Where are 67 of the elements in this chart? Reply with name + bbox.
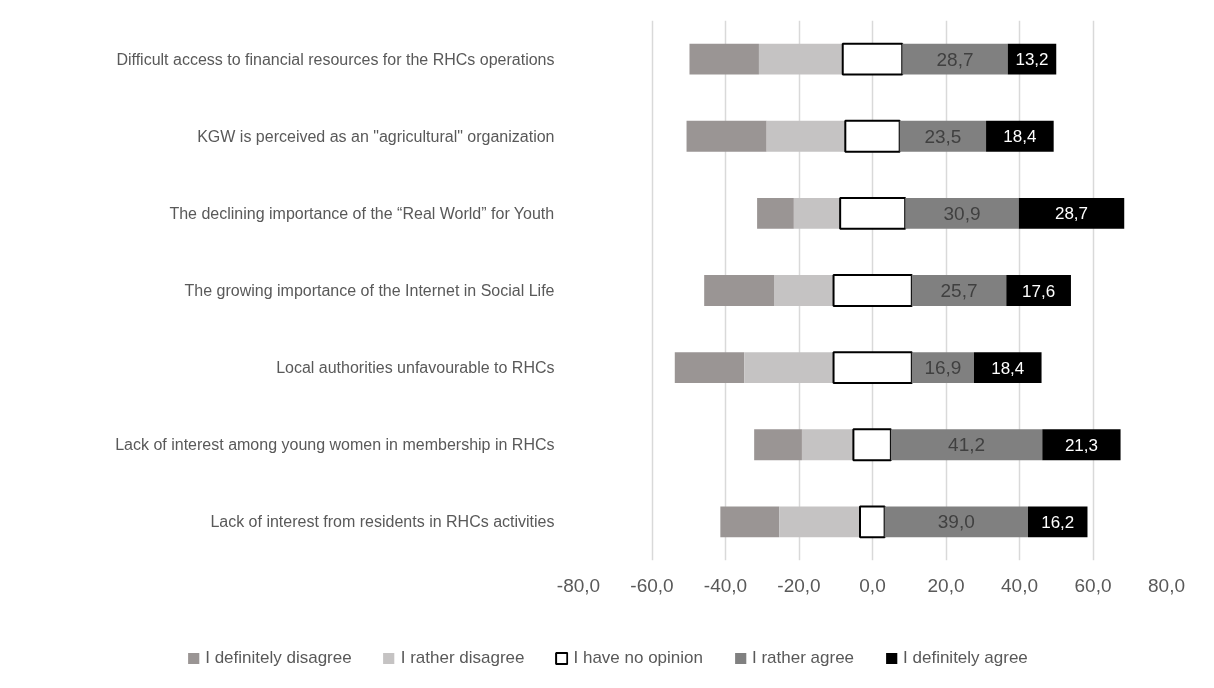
bar bbox=[905, 197, 1019, 229]
bar bbox=[754, 429, 802, 461]
bar bbox=[744, 352, 834, 384]
bar bbox=[839, 196, 907, 230]
data-label: 13,2 bbox=[1015, 50, 1049, 70]
legend-label: I rather disagree bbox=[400, 647, 525, 668]
data-label: 23,5 bbox=[924, 125, 962, 147]
x-tick-label: -20,0 bbox=[777, 574, 821, 596]
data-label: 28,7 bbox=[1054, 204, 1089, 224]
data-label: 16,2 bbox=[1041, 512, 1075, 532]
data-label: 25,7 bbox=[940, 280, 978, 301]
x-tick-label: -80,0 bbox=[556, 574, 601, 596]
bar bbox=[1018, 197, 1125, 229]
data-label: 30,9 bbox=[943, 202, 981, 224]
bar bbox=[973, 352, 1042, 384]
bar bbox=[1042, 429, 1121, 461]
y-tick-label: Local authorities unfavourable to RHCs bbox=[276, 359, 555, 377]
bar bbox=[1006, 275, 1071, 306]
legend-label: I rather agree bbox=[751, 647, 855, 668]
bar bbox=[884, 506, 1028, 538]
x-tick-label: 0,0 bbox=[859, 574, 886, 596]
y-tick-label: The growing importance of the Internet in Social Life bbox=[184, 282, 555, 299]
bar bbox=[686, 120, 767, 152]
data-label: 41,2 bbox=[948, 434, 986, 456]
bar bbox=[766, 120, 846, 152]
bar bbox=[832, 351, 913, 385]
bar bbox=[844, 119, 901, 153]
legend-label: I definitely disagree bbox=[205, 647, 352, 668]
data-label: 28,7 bbox=[936, 48, 974, 70]
data-label: 18,4 bbox=[1003, 127, 1037, 147]
x-tick-label: 60,0 bbox=[1074, 574, 1112, 596]
y-tick-label: Difficult access to financial resources for the RHCs operations bbox=[116, 50, 555, 68]
legend-label: I have no opinion bbox=[573, 647, 703, 668]
bar bbox=[757, 197, 794, 229]
bar bbox=[852, 428, 892, 462]
bar bbox=[899, 120, 987, 152]
bar bbox=[689, 43, 759, 75]
data-label: 18,4 bbox=[991, 358, 1025, 378]
y-tick-label: KGW is perceived as an "agricultural" organization bbox=[197, 127, 555, 145]
x-tick-label: -60,0 bbox=[630, 574, 674, 596]
x-tick-label: 80,0 bbox=[1148, 574, 1185, 596]
bar bbox=[674, 352, 745, 384]
bar bbox=[704, 275, 775, 306]
bar bbox=[841, 42, 904, 76]
bar bbox=[859, 505, 886, 539]
bar bbox=[774, 275, 834, 306]
y-tick-label: Lack of interest from residents in RHCs activities bbox=[210, 513, 555, 531]
y-tick-label: Lack of interest among young women in membership in RHCs bbox=[115, 436, 555, 454]
bar bbox=[890, 429, 1043, 461]
data-label: 39,0 bbox=[937, 511, 975, 533]
legend-label: I definitely agree bbox=[903, 647, 1028, 668]
bar bbox=[911, 275, 1007, 306]
bar bbox=[758, 43, 843, 75]
x-tick-label: -40,0 bbox=[703, 574, 748, 596]
y-tick-label: The declining importance of the “Real World” for Youth bbox=[169, 204, 555, 222]
bar bbox=[832, 274, 913, 307]
bar bbox=[986, 120, 1054, 152]
data-label: 16,9 bbox=[924, 357, 962, 379]
bar bbox=[902, 43, 1008, 75]
bar bbox=[801, 429, 854, 461]
bar bbox=[793, 197, 841, 229]
data-label: 21,3 bbox=[1064, 435, 1098, 455]
bar bbox=[779, 506, 861, 538]
data-label: 17,6 bbox=[1022, 281, 1056, 301]
x-tick-label: 40,0 bbox=[1001, 574, 1038, 596]
x-tick-label: 20,0 bbox=[927, 574, 965, 596]
bar bbox=[720, 506, 780, 538]
